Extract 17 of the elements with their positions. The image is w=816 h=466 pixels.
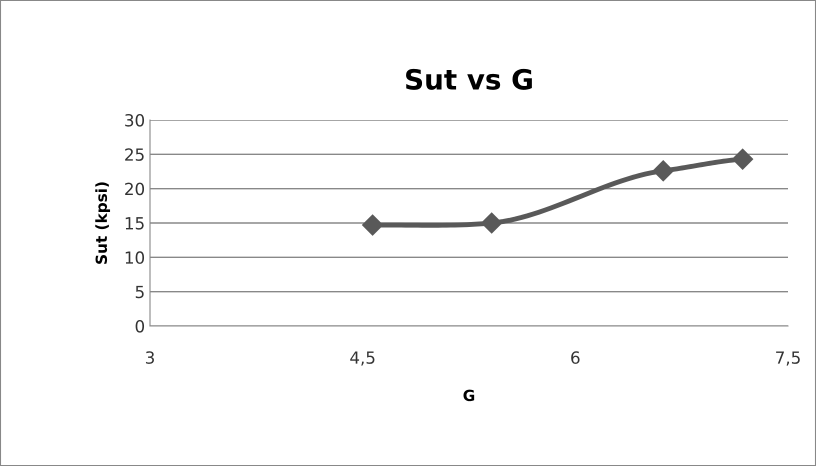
y-tick-label: 30 (125, 114, 144, 127)
y-axis-title: Sut (kpsi) (95, 182, 110, 264)
point (732, 148, 754, 170)
x-axis-title: G (463, 390, 474, 402)
x-tick-label: 6 (571, 351, 580, 364)
y-tick-label: 10 (126, 251, 144, 264)
y-tick-label: 0 (136, 320, 144, 333)
x-tick-label: 4,5 (350, 352, 374, 366)
y-tick-label: 5 (136, 286, 144, 298)
point (652, 160, 674, 182)
x-tick-label: 7,5 (776, 352, 800, 366)
chart-title: Sut vs G (406, 68, 532, 90)
y-tick-label: 15 (126, 217, 144, 230)
point (481, 212, 502, 234)
x-tick-label: 3 (146, 351, 154, 364)
y-tick-label: 25 (125, 148, 144, 161)
y-tick-label: 20 (125, 182, 144, 196)
